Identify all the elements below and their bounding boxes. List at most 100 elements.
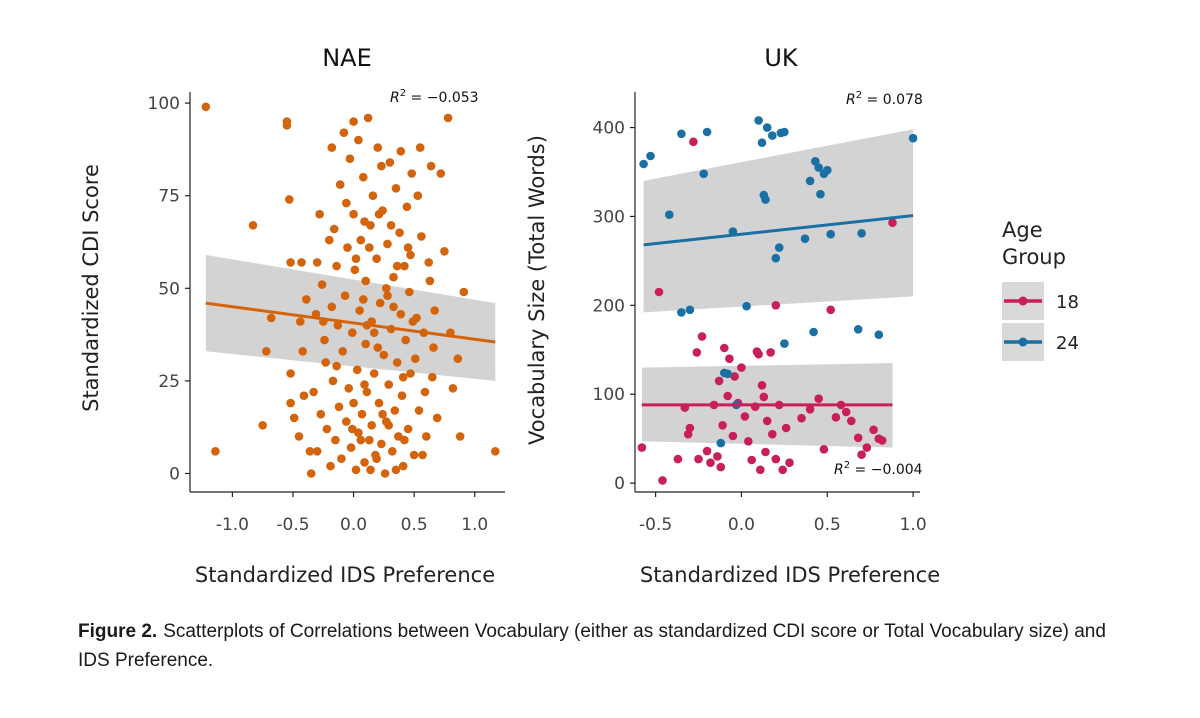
- uk-data-point-24: [754, 116, 763, 125]
- nae-data-point: [383, 239, 392, 249]
- nae-y-tick-label: 50: [158, 279, 180, 299]
- nae-data-point: [322, 424, 332, 434]
- nae-x-axis-label: Standardized IDS Preference: [195, 563, 495, 587]
- uk-confidence-bands: [641, 129, 914, 448]
- nae-data-point: [459, 287, 469, 297]
- nae-r2-annotation: R2 = −0.053: [390, 88, 479, 106]
- uk-data-point-18: [805, 405, 815, 414]
- uk-data-point-18: [713, 452, 722, 461]
- uk-data-point-18: [716, 462, 726, 472]
- uk-data-point-24: [768, 131, 777, 140]
- nae-data-point: [395, 228, 404, 237]
- uk-data-point-24: [809, 327, 818, 337]
- nae-data-point: [329, 224, 339, 234]
- uk-x-tick-label: 0.5: [814, 515, 841, 535]
- uk-data-point-18: [797, 413, 806, 423]
- uk-data-point-24: [757, 138, 767, 147]
- nae-data-point: [388, 447, 397, 456]
- nae-data-point: [389, 302, 398, 312]
- legend-label-24: 24: [1056, 333, 1079, 354]
- nae-data-point: [365, 435, 374, 445]
- uk-data-point-18: [723, 391, 732, 401]
- nae-data-point: [403, 243, 413, 252]
- uk-confidence-band-24: [643, 129, 914, 313]
- nae-data-point: [334, 402, 344, 412]
- nae-data-points: [201, 102, 500, 478]
- nae-data-point: [305, 447, 315, 456]
- nae-x-tick-label: -1.0: [216, 515, 249, 535]
- uk-data-point-18: [766, 348, 775, 357]
- age-group-legend: Age Group 18 24: [1002, 218, 1079, 361]
- uk-data-point-18: [761, 447, 770, 457]
- nae-data-point: [340, 291, 350, 301]
- nae-data-point: [415, 143, 425, 152]
- nae-data-point: [262, 347, 271, 356]
- legend-title-line2: Group: [1002, 245, 1066, 269]
- uk-data-point-18: [857, 450, 866, 460]
- uk-data-point-24: [685, 305, 695, 315]
- nae-data-point: [361, 339, 371, 349]
- uk-data-point-18: [853, 433, 863, 443]
- nae-data-point: [332, 261, 341, 271]
- nae-data-point: [374, 209, 384, 219]
- uk-data-point-18: [706, 458, 715, 468]
- nae-data-point: [316, 409, 326, 419]
- figure-stage: NAE Standardized CDI Score Standardized …: [79, 44, 1079, 587]
- uk-y-axis-label: Vocabulary Size (Total Words): [525, 135, 549, 445]
- uk-data-point-18: [730, 372, 739, 381]
- uk-data-point-24: [646, 151, 655, 161]
- nae-data-point: [312, 447, 322, 456]
- nae-r2-value: = −0.053: [406, 90, 478, 106]
- uk-data-point-18: [685, 423, 695, 433]
- uk-data-point-18: [877, 436, 887, 445]
- nae-data-point: [355, 306, 364, 315]
- nae-data-point: [372, 454, 381, 464]
- nae-data-point: [396, 147, 406, 156]
- uk-regression-lines: [641, 214, 914, 407]
- nae-y-tick-label: 25: [158, 372, 180, 392]
- figure-caption: Figure 2. Scatterplots of Correlations be…: [78, 617, 1138, 675]
- uk-data-point-24: [774, 243, 784, 252]
- nae-data-point: [285, 195, 294, 204]
- uk-data-point-24: [723, 369, 732, 379]
- nae-data-point: [414, 406, 424, 415]
- uk-data-point-18: [740, 412, 750, 421]
- uk-data-point-18: [862, 443, 872, 452]
- nae-data-point: [368, 191, 378, 200]
- nae-data-point: [338, 347, 348, 356]
- uk-data-point-18: [759, 392, 769, 402]
- uk-data-point-24: [761, 195, 770, 204]
- uk-y-tick-label: 400: [593, 119, 625, 139]
- uk-data-point-18: [778, 465, 787, 475]
- nae-data-point: [333, 321, 343, 330]
- legend-entry-18: 18: [1002, 282, 1079, 320]
- nae-data-point: [379, 350, 389, 360]
- nae-data-point: [455, 432, 465, 441]
- uk-data-point-18: [757, 381, 767, 390]
- uk-data-point-18: [785, 458, 794, 468]
- nae-x-tick-label: -0.5: [276, 515, 309, 535]
- nae-data-point: [377, 439, 386, 449]
- nae-data-point: [443, 113, 453, 123]
- uk-data-point-24: [699, 169, 708, 179]
- uk-data-point-24: [716, 438, 726, 448]
- uk-data-point-24: [805, 176, 815, 186]
- nae-data-point: [409, 450, 419, 460]
- nae-data-point: [391, 465, 401, 475]
- nae-data-point: [406, 250, 415, 260]
- nae-data-point: [373, 343, 383, 352]
- nae-data-point: [286, 369, 295, 378]
- nae-data-point: [321, 358, 331, 367]
- nae-data-point: [406, 369, 415, 378]
- uk-x-tick-label: -0.5: [639, 515, 672, 535]
- nae-data-point: [396, 309, 406, 319]
- uk-data-point-18: [718, 421, 727, 430]
- uk-data-point-18: [826, 305, 835, 315]
- nae-data-point: [369, 328, 379, 338]
- nae-data-point: [426, 161, 436, 171]
- nae-data-point: [344, 384, 354, 393]
- nae-data-point: [211, 447, 220, 456]
- nae-data-point: [348, 424, 357, 434]
- figure-caption-text: Scatterplots of Correlations between Voc…: [78, 621, 1106, 671]
- nae-data-point: [375, 298, 385, 308]
